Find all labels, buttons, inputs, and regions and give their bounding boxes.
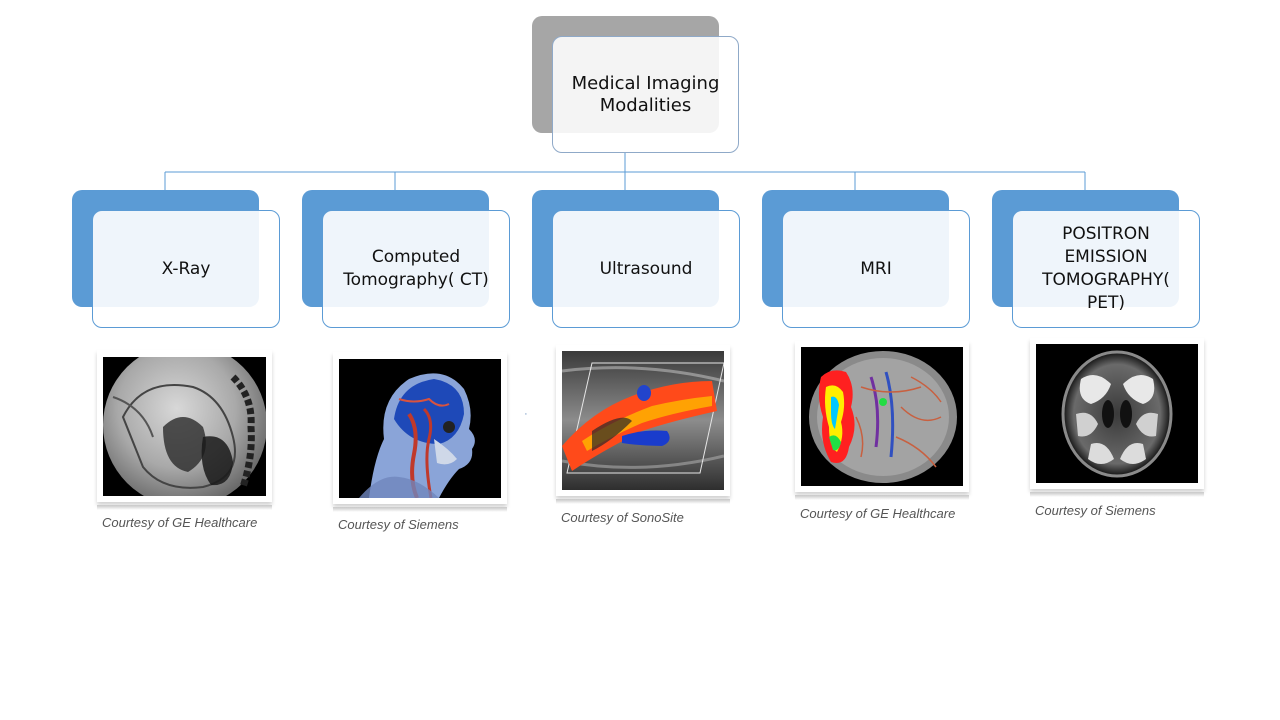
- mri-image-frame: [795, 341, 969, 500]
- node-ct-label: Computed Tomography( CT): [343, 247, 489, 290]
- node-mri: MRI: [782, 210, 970, 328]
- node-pet: POSITRON EMISSION TOMOGRAPHY( PET): [1012, 210, 1200, 328]
- node-ultrasound: Ultrasound: [552, 210, 740, 328]
- root-node: Medical Imaging Modalities: [552, 36, 739, 153]
- node-mri-label: MRI: [860, 258, 892, 279]
- pet-brain-scan-image: [1036, 344, 1198, 483]
- xray-image-frame: [97, 350, 272, 510]
- node-xray-label: X-Ray: [161, 258, 211, 279]
- ultrasound-caption: Courtesy of SonoSite: [561, 510, 684, 525]
- node-ct: Computed Tomography( CT): [322, 210, 510, 328]
- node-xray: X-Ray: [92, 210, 280, 328]
- ct-image-frame: [333, 352, 507, 512]
- xray-fluoroscopy-image: [103, 357, 266, 496]
- ct-head-render-image: [339, 359, 501, 498]
- mri-frame-shadow: [795, 495, 969, 500]
- ct-caption: Courtesy of Siemens: [338, 517, 459, 532]
- ultrasound-frame-shadow: [556, 499, 730, 504]
- node-ultrasound-label: Ultrasound: [599, 258, 693, 279]
- ultrasound-doppler-image: [562, 351, 724, 490]
- mri-caption: Courtesy of GE Healthcare: [800, 506, 956, 521]
- xray-frame-shadow: [97, 505, 272, 510]
- node-pet-label: POSITRON EMISSION TOMOGRAPHY( PET): [1042, 224, 1170, 313]
- pet-caption: Courtesy of Siemens: [1035, 503, 1156, 518]
- pet-image-frame: [1030, 338, 1204, 497]
- ultrasound-image-frame: [556, 345, 730, 504]
- ct-frame-shadow: [333, 507, 507, 512]
- root-node-label: Medical Imaging Modalities: [571, 72, 720, 116]
- mri-brain-perfusion-image: [801, 347, 963, 486]
- pet-frame-shadow: [1030, 492, 1204, 497]
- xray-caption: Courtesy of GE Healthcare: [102, 515, 258, 530]
- stray-mark: ‚: [525, 407, 527, 416]
